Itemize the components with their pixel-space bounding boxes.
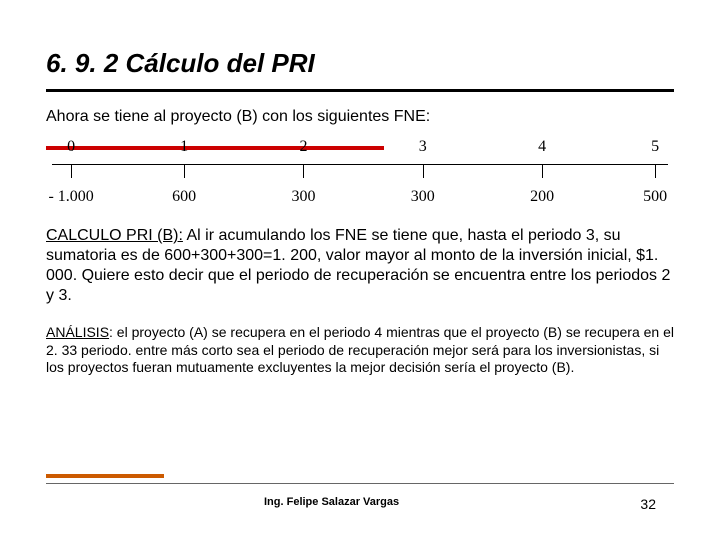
timeline-tick (423, 164, 424, 178)
timeline-tick (655, 164, 656, 178)
timeline-tick (184, 164, 185, 178)
timeline-value-label: - 1.000 (48, 188, 93, 206)
analysis-body: : el proyecto (A) se recupera en el peri… (46, 324, 674, 375)
analysis-lead: ANÁLISIS (46, 324, 109, 340)
timeline-period-label: 3 (419, 138, 427, 156)
footer-page: 32 (640, 496, 656, 512)
timeline-tick (542, 164, 543, 178)
red-accent-bar-bottom (46, 474, 164, 478)
page-title: 6. 9. 2 Cálculo del PRI (46, 48, 674, 83)
timeline-period-label: 0 (67, 138, 75, 156)
timeline-value-label: 300 (291, 188, 315, 206)
slide: 6. 9. 2 Cálculo del PRI Ahora se tiene a… (0, 0, 720, 540)
footer-author: Ing. Felipe Salazar Vargas (264, 496, 399, 512)
footer-divider (46, 483, 674, 484)
timeline-axis (52, 164, 668, 165)
footer: Ing. Felipe Salazar Vargas 32 (0, 496, 720, 512)
timeline-period-label: 5 (651, 138, 659, 156)
timeline-period-label: 4 (538, 138, 546, 156)
timeline-period-label: 2 (299, 138, 307, 156)
timeline-period-label: 1 (180, 138, 188, 156)
timeline-tick (71, 164, 72, 178)
timeline-value-label: 200 (530, 188, 554, 206)
subtitle-text: Ahora se tiene al proyecto (B) con los s… (46, 108, 674, 126)
timeline-value-label: 600 (172, 188, 196, 206)
timeline-tick (303, 164, 304, 178)
title-underline (46, 89, 674, 92)
timeline-diagram: 0 - 1.000 1 600 2 300 3 300 4 200 5 500 (46, 132, 674, 212)
title-wrap: 6. 9. 2 Cálculo del PRI (46, 48, 674, 83)
timeline-value-label: 500 (643, 188, 667, 206)
calc-paragraph: CALCULO PRI (B): Al ir acumulando los FN… (46, 226, 674, 306)
analysis-paragraph: ANÁLISIS: el proyecto (A) se recupera en… (46, 324, 674, 377)
timeline-value-label: 300 (411, 188, 435, 206)
calc-lead: CALCULO PRI (B): (46, 227, 183, 244)
